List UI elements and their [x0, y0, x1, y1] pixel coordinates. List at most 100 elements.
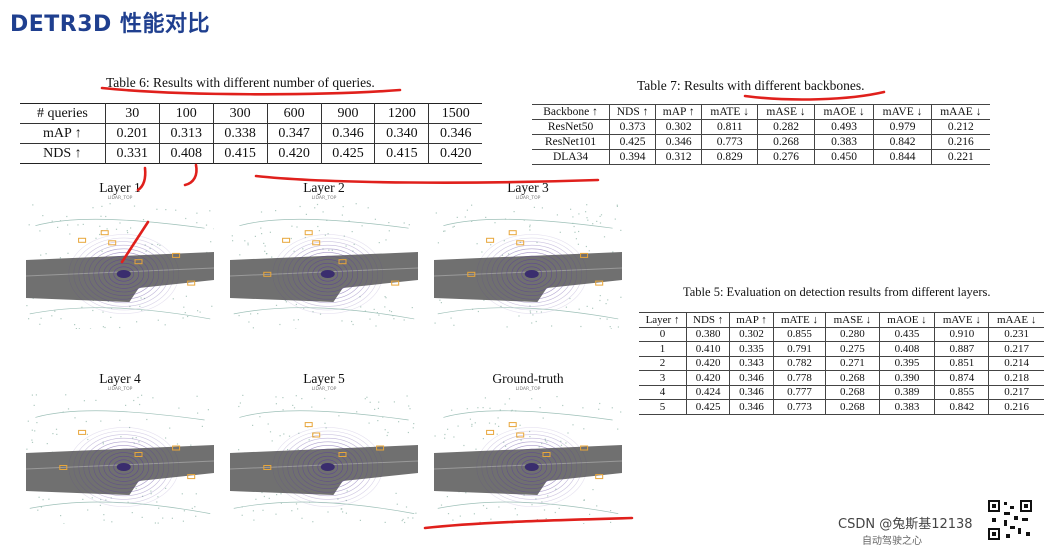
table5-cell: 0.383	[879, 400, 935, 415]
table5-cell: 0.395	[879, 356, 935, 371]
table-row: mAP ↑ 0.201 0.313 0.338 0.347 0.346 0.34…	[20, 124, 482, 144]
table6-cell: 0.346	[321, 124, 375, 144]
table6-cell: mAP ↑	[20, 124, 105, 144]
table6-cell: 0.415	[375, 144, 429, 164]
table7-header-cell: NDS ↑	[610, 105, 656, 120]
table6-cell: 0.420	[429, 144, 482, 164]
table-row: 1 0.410 0.335 0.791 0.275 0.408 0.887 0.…	[639, 342, 1044, 357]
table6-cell: 0.338	[213, 124, 267, 144]
table6-cell: 0.340	[375, 124, 429, 144]
table5-cell: 0.887	[935, 342, 989, 357]
table5-cell: 0	[639, 327, 687, 342]
table5-cell: 5	[639, 400, 687, 415]
table7-header-row: Backbone ↑ NDS ↑ mAP ↑ mATE ↓ mASE ↓ mAO…	[532, 105, 990, 120]
table5-cell: 0.343	[730, 356, 773, 371]
table5-cell: 0.217	[989, 342, 1044, 357]
table5-cell: 0.842	[935, 400, 989, 415]
panel-title-layer-4: Layer 4	[26, 371, 214, 387]
table7-cell: 0.282	[758, 120, 815, 135]
table-row: NDS ↑ 0.331 0.408 0.415 0.420 0.425 0.41…	[20, 144, 482, 164]
table5-cell: 0.777	[773, 385, 825, 400]
table5-cell: 0.410	[687, 342, 730, 357]
table7-cell: ResNet101	[532, 135, 610, 150]
table6-cell: 0.346	[429, 124, 482, 144]
table5-header-cell: Layer ↑	[639, 313, 687, 328]
lidar-bev-image	[230, 203, 418, 329]
panel-sub-label: LIDAR_TOP	[434, 387, 622, 392]
table6-header-cell: 30	[105, 104, 159, 124]
table7: Backbone ↑ NDS ↑ mAP ↑ mATE ↓ mASE ↓ mAO…	[532, 104, 990, 165]
table7-header-cell: mAOE ↓	[814, 105, 873, 120]
table-row: 4 0.424 0.346 0.777 0.268 0.389 0.855 0.…	[639, 385, 1044, 400]
table7-header-cell: mAVE ↓	[874, 105, 931, 120]
table5-cell: 0.268	[826, 371, 879, 386]
table6-header-cell: 100	[159, 104, 213, 124]
table5-cell: 0.217	[989, 385, 1044, 400]
panel-title-layer-3: Layer 3	[434, 180, 622, 196]
table6-cell: NDS ↑	[20, 144, 105, 164]
table7-cell: 0.844	[874, 150, 931, 165]
table7-caption: Table 7: Results with different backbone…	[637, 78, 865, 94]
table6: # queries 30 100 300 600 900 1200 1500 m…	[20, 103, 482, 164]
table7-cell: 0.268	[758, 135, 815, 150]
table5-cell: 0.268	[826, 400, 879, 415]
panel-sub-label: LIDAR_TOP	[26, 387, 214, 392]
table5-header-cell: mATE ↓	[773, 313, 825, 328]
table5: Layer ↑ NDS ↑ mAP ↑ mATE ↓ mASE ↓ mAOE ↓…	[639, 312, 1044, 415]
table7-cell: 0.212	[931, 120, 990, 135]
table7-header-cell: mATE ↓	[702, 105, 758, 120]
table5-header-cell: NDS ↑	[687, 313, 730, 328]
table5-cell: 0.782	[773, 356, 825, 371]
table6-cell: 0.331	[105, 144, 159, 164]
table6-header-row: # queries 30 100 300 600 900 1200 1500	[20, 104, 482, 124]
table7-cell: 0.302	[656, 120, 702, 135]
table5-cell: 0.408	[879, 342, 935, 357]
table5-header-cell: mAOE ↓	[879, 313, 935, 328]
table5-cell: 0.773	[773, 400, 825, 415]
table7-cell: 0.312	[656, 150, 702, 165]
table7-cell: 0.979	[874, 120, 931, 135]
table5-header-cell: mAAE ↓	[989, 313, 1044, 328]
table7-cell: 0.221	[931, 150, 990, 165]
table-row: 3 0.420 0.346 0.778 0.268 0.390 0.874 0.…	[639, 371, 1044, 386]
table5-cell: 0.791	[773, 342, 825, 357]
slide-title: DETR3D 性能对比	[10, 6, 210, 38]
table5-header-cell: mASE ↓	[826, 313, 879, 328]
table6-header-cell: 1500	[429, 104, 482, 124]
table7-cell: 0.425	[610, 135, 656, 150]
table5-cell: 0.214	[989, 356, 1044, 371]
table5-caption: Table 5: Evaluation on detection results…	[683, 285, 990, 300]
table-row: 5 0.425 0.346 0.773 0.268 0.383 0.842 0.…	[639, 400, 1044, 415]
table5-cell: 0.424	[687, 385, 730, 400]
table7-cell: 0.394	[610, 150, 656, 165]
table6-caption: Table 6: Results with different number o…	[106, 75, 375, 91]
table5-cell: 0.275	[826, 342, 879, 357]
table5-cell: 0.231	[989, 327, 1044, 342]
table6-header-cell: 1200	[375, 104, 429, 124]
table-row: ResNet50 0.373 0.302 0.811 0.282 0.493 0…	[532, 120, 990, 135]
table5-cell: 0.778	[773, 371, 825, 386]
table-row: ResNet101 0.425 0.346 0.773 0.268 0.383 …	[532, 135, 990, 150]
table5-cell: 0.218	[989, 371, 1044, 386]
table7-cell: 0.216	[931, 135, 990, 150]
table5-cell: 0.346	[730, 371, 773, 386]
table7-cell: 0.450	[814, 150, 873, 165]
table6-cell: 0.425	[321, 144, 375, 164]
table-row: DLA34 0.394 0.312 0.829 0.276 0.450 0.84…	[532, 150, 990, 165]
table7-cell: 0.811	[702, 120, 758, 135]
table5-cell: 0.435	[879, 327, 935, 342]
csdn-watermark: CSDN @兔斯基12138	[838, 513, 973, 532]
lidar-bev-image	[434, 394, 622, 524]
panel-title-layer-1: Layer 1	[26, 180, 214, 196]
table5-cell: 0.390	[879, 371, 935, 386]
lidar-bev-image	[230, 394, 418, 524]
table5-cell: 3	[639, 371, 687, 386]
partial-caption-text: 自动驾驶之心	[862, 532, 922, 547]
panel-title-layer-5: Layer 5	[230, 371, 418, 387]
table6-header-cell: 300	[213, 104, 267, 124]
panel-sub-label: LIDAR_TOP	[230, 387, 418, 392]
lidar-bev-image	[434, 203, 622, 329]
table5-cell: 0.380	[687, 327, 730, 342]
table7-cell: 0.493	[814, 120, 873, 135]
table7-header-cell: mAAE ↓	[931, 105, 990, 120]
